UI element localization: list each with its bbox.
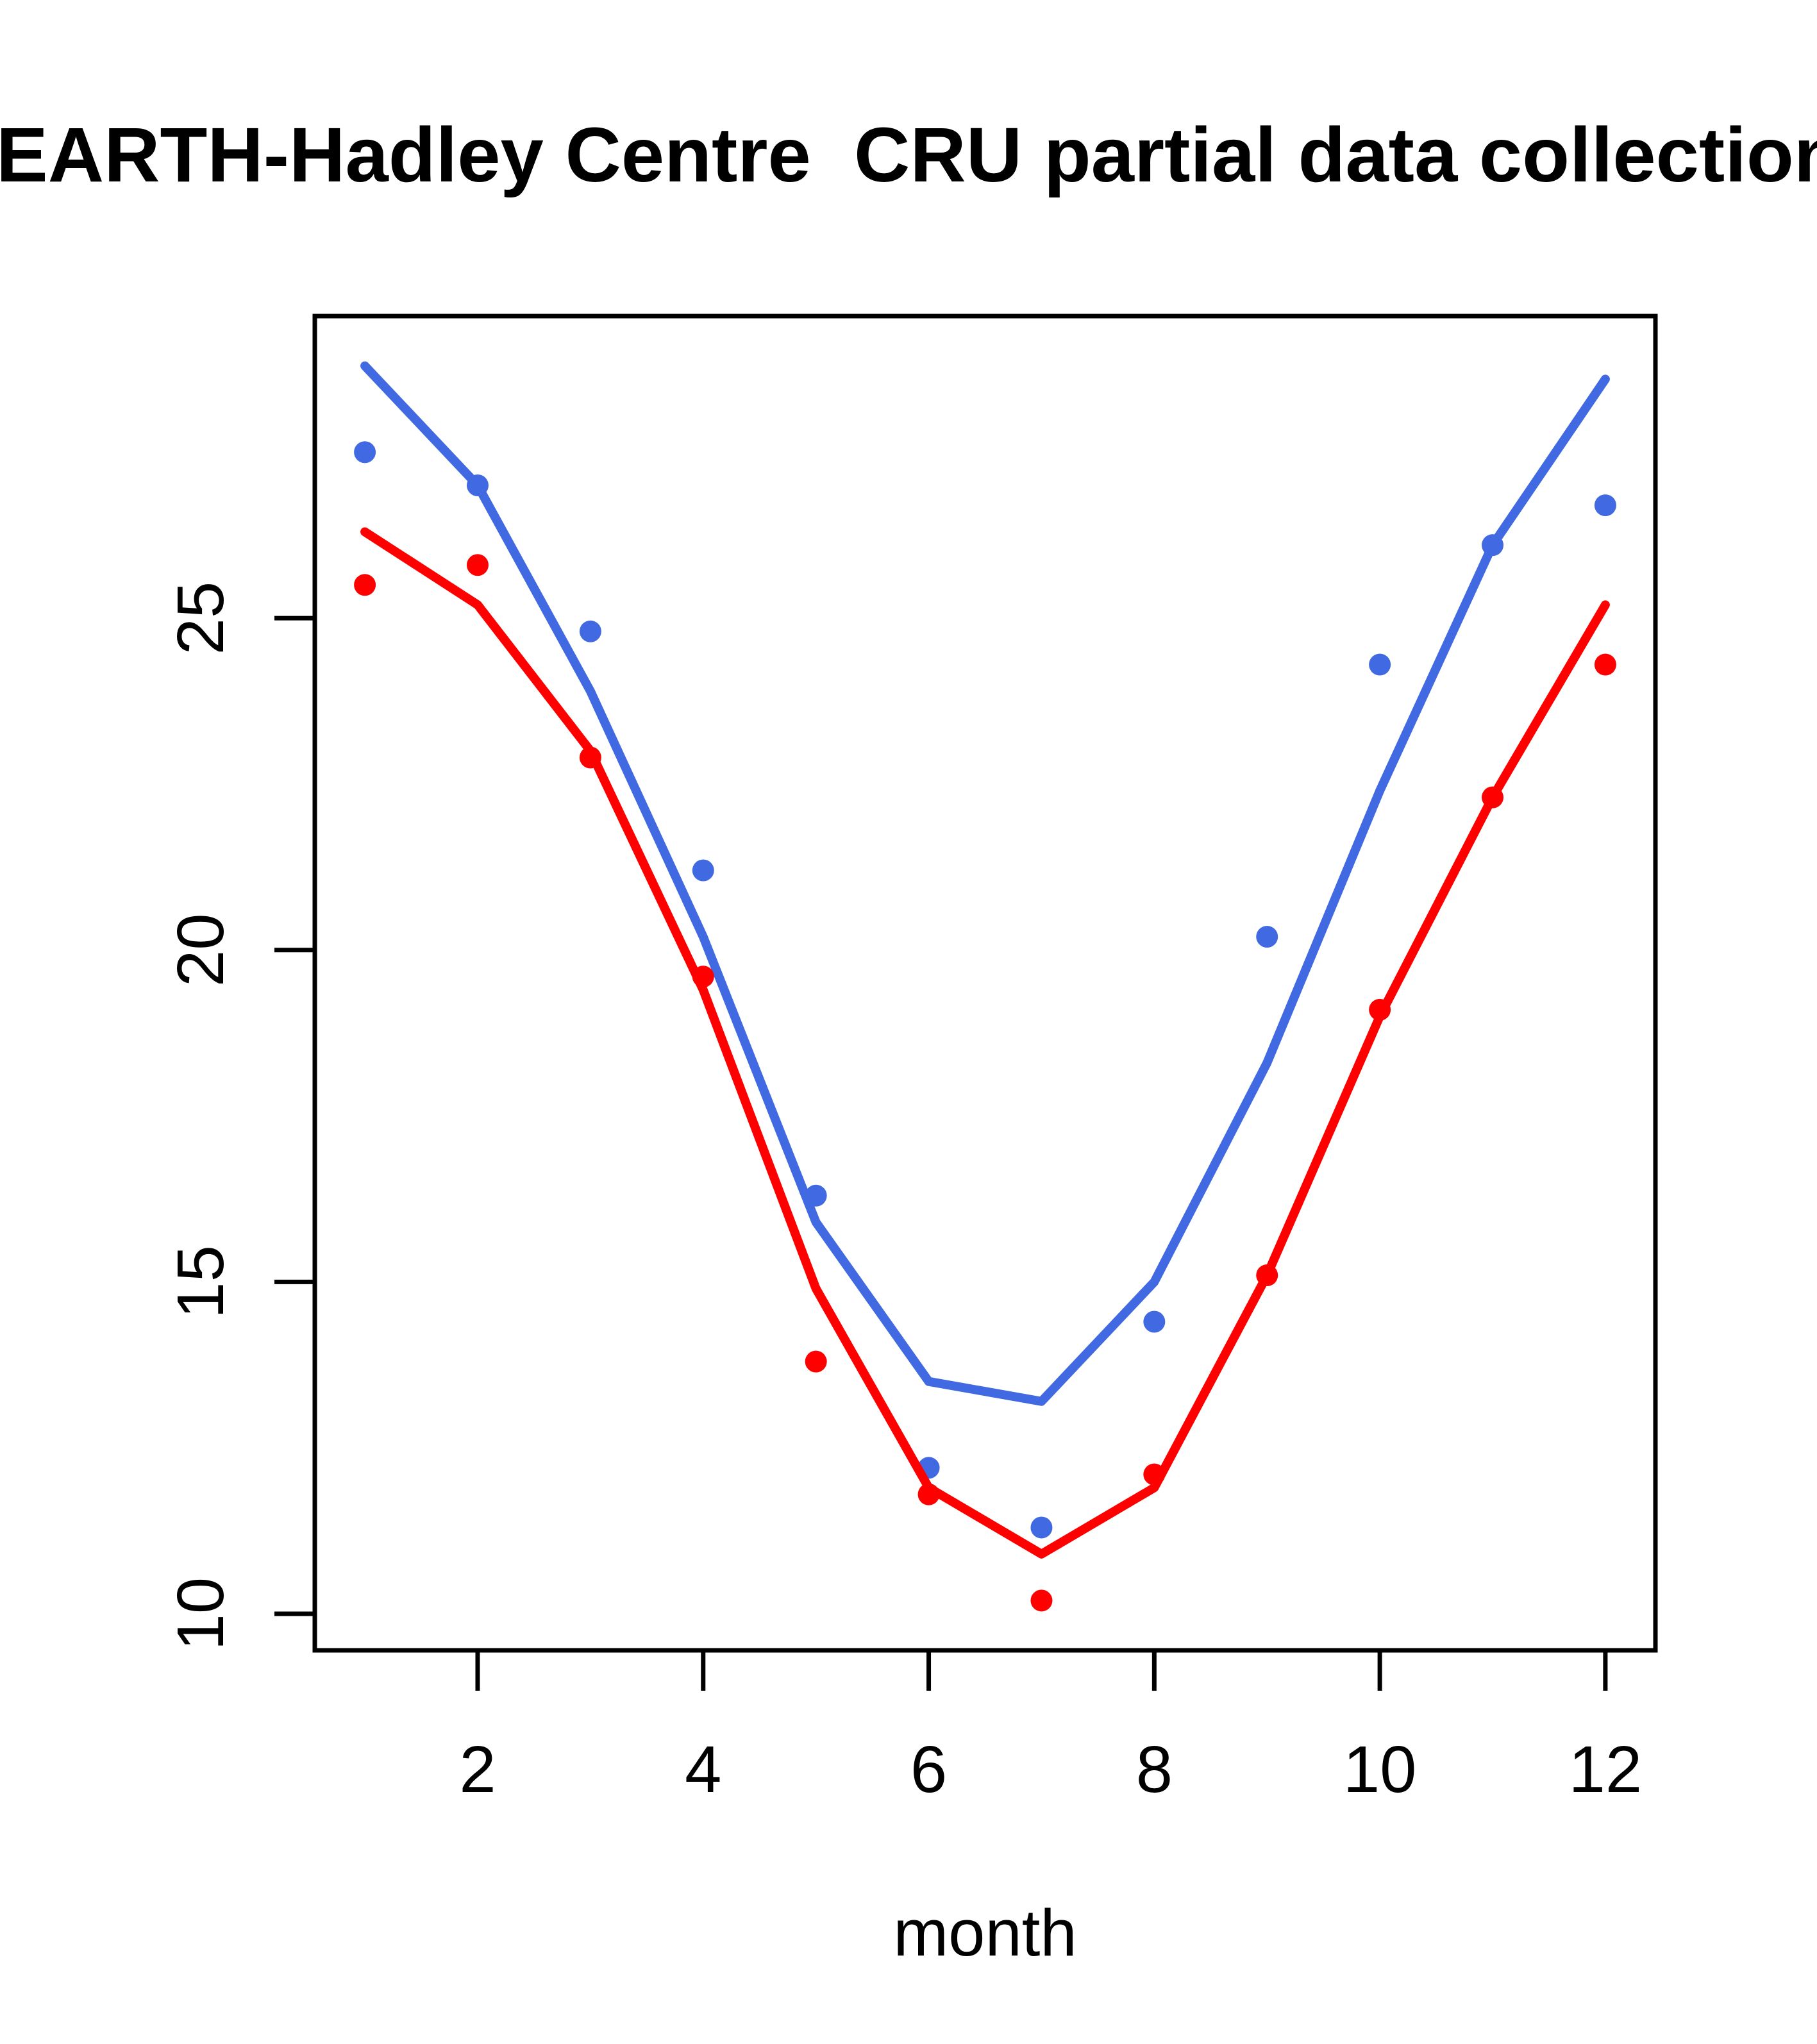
x-tick-label: 8	[1136, 1732, 1173, 1806]
blue-observations-point	[1256, 926, 1278, 948]
red-observations-point	[805, 1350, 827, 1373]
y-tick-label: 20	[163, 913, 237, 987]
x-axis-title: month	[893, 1896, 1076, 1970]
blue-observations-point	[354, 441, 376, 464]
chart-title: EARTH-Hadley Centre CRU partial data col…	[0, 111, 1817, 198]
x-tick-label: 12	[1569, 1732, 1643, 1806]
blue-observations-point	[1594, 494, 1616, 517]
x-tick-label: 2	[459, 1732, 496, 1806]
blue-observations-point	[1143, 1311, 1166, 1333]
blue-observations-point	[1369, 653, 1391, 676]
blue-observations-point	[692, 859, 714, 882]
blue-observations-point	[579, 620, 601, 642]
x-tick-label: 10	[1343, 1732, 1417, 1806]
x-tick-label: 4	[685, 1732, 721, 1806]
red-observations-point	[1030, 1589, 1053, 1612]
y-tick-label: 25	[163, 582, 237, 655]
blue-observations-point	[1030, 1516, 1053, 1539]
y-tick-label: 10	[163, 1577, 237, 1651]
red-observations-point	[466, 554, 489, 576]
y-tick-label: 15	[163, 1245, 237, 1319]
plot-frame	[312, 314, 1658, 1653]
red-observations-point	[354, 574, 376, 596]
x-tick-label: 6	[910, 1732, 947, 1806]
red-observations-point	[1594, 653, 1616, 676]
blue-fit-line	[360, 361, 1610, 1406]
red-fit-line	[360, 527, 1610, 1559]
